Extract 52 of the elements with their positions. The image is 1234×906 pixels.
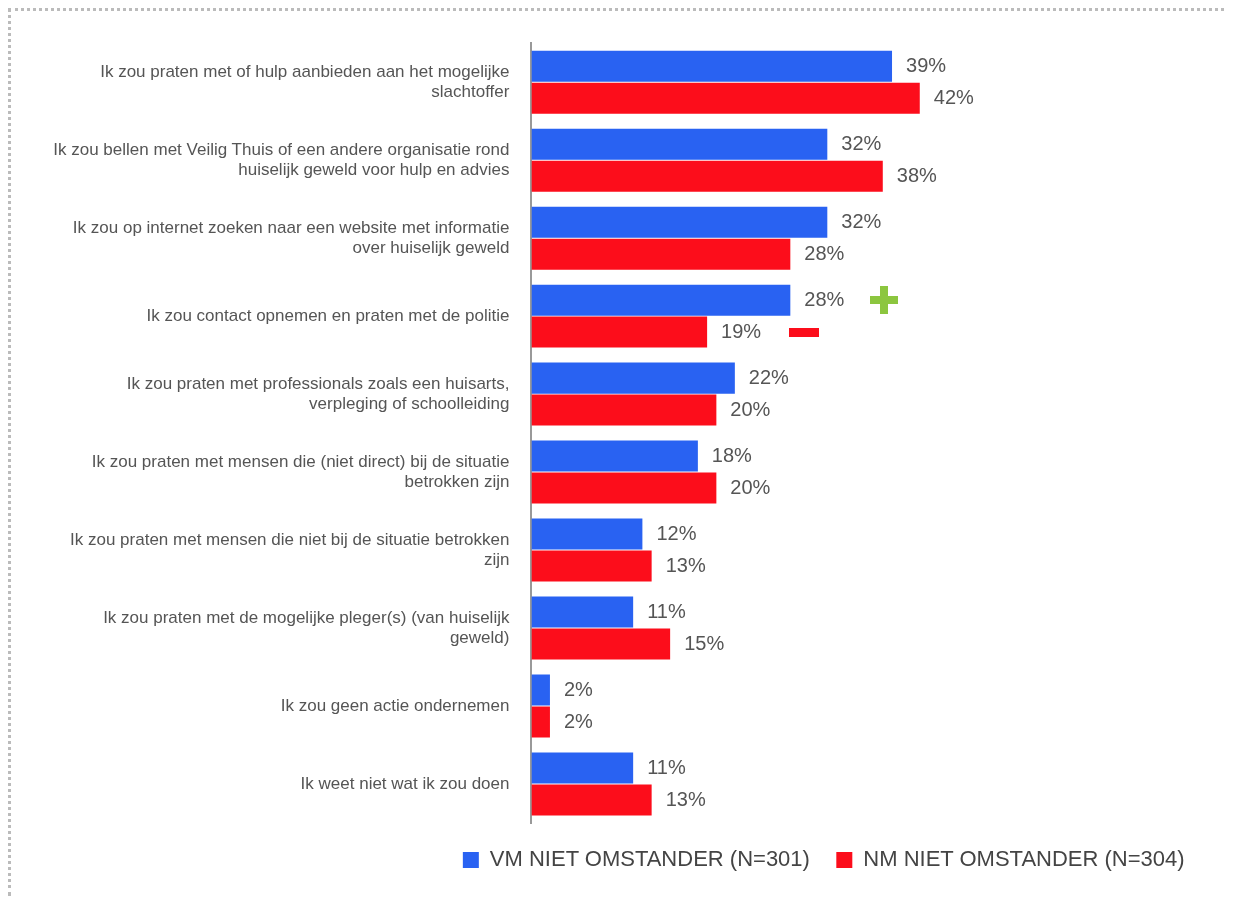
data-label: 15% — [684, 631, 725, 654]
data-label: 28% — [804, 241, 845, 264]
bar — [531, 160, 883, 192]
bar — [531, 394, 717, 426]
bar — [531, 284, 791, 316]
bar — [531, 238, 791, 270]
data-label: 11% — [647, 599, 686, 622]
bar — [531, 706, 550, 738]
data-label: 13% — [665, 787, 706, 810]
data-label: 12% — [656, 521, 697, 544]
data-label: 39% — [906, 53, 947, 76]
y-tick-label: Ik zou contact opnemen en praten met de politie — [146, 305, 510, 325]
data-label: 32% — [841, 131, 882, 154]
bar — [531, 752, 634, 784]
data-label: 2% — [563, 677, 594, 700]
bar — [531, 128, 828, 160]
y-tick-label: Ik zou praten met de mogelijke pleger(s) (van huiselijk geweld) — [103, 607, 510, 647]
y-tick-label: Ik zou bellen met Veilig Thuis of een andere organisatie rond huiselijk geweld voor hulp en advies — [53, 139, 510, 180]
bar — [531, 82, 920, 114]
bar — [531, 206, 828, 238]
data-label: 38% — [896, 163, 938, 186]
data-label: 2% — [563, 709, 594, 732]
bar — [531, 440, 698, 472]
bar — [531, 550, 652, 582]
y-tick-label: Ik zou praten met mensen die (niet direct) bij de situatie betrokken zijn — [91, 451, 510, 491]
y-tick-label: Ik zou op internet zoeken naar een website met informatie over huiselijk geweld — [72, 217, 510, 258]
bar — [531, 596, 634, 628]
data-label: 18% — [711, 443, 753, 466]
bar — [531, 50, 893, 82]
data-label: 20% — [730, 475, 771, 498]
data-label: 32% — [841, 209, 882, 232]
data-label: 20% — [730, 397, 771, 420]
y-tick-label: Ik zou praten met of hulp aanbieden aan het mogelijke slachtoffer — [100, 61, 510, 102]
data-label: 28% — [804, 287, 845, 310]
bar — [531, 472, 717, 504]
y-tick-label: Ik weet niet wat ik zou doen — [300, 773, 510, 793]
bar — [531, 518, 643, 550]
y-tick-label: Ik zou geen actie ondernemen — [280, 695, 510, 715]
y-tick-label: Ik zou praten met mensen die niet bij de situatie betrokken zijn — [70, 529, 510, 569]
data-label: 13% — [665, 553, 706, 576]
legend-label: NM NIET OMSTANDER (N=304) — [863, 846, 1185, 872]
legend-label: VM NIET OMSTANDER (N=301) — [489, 846, 810, 872]
bar — [531, 628, 671, 660]
data-label: 42% — [933, 85, 975, 108]
bar — [531, 784, 652, 816]
data-label: 22% — [748, 365, 790, 388]
bar — [531, 362, 735, 394]
data-label: 19% — [721, 319, 762, 342]
data-label: 11% — [647, 755, 686, 778]
bar — [531, 316, 708, 348]
y-tick-label: Ik zou praten met professionals zoals een huisarts, verpleging of schoolleiding — [126, 373, 510, 413]
bar — [531, 674, 550, 706]
